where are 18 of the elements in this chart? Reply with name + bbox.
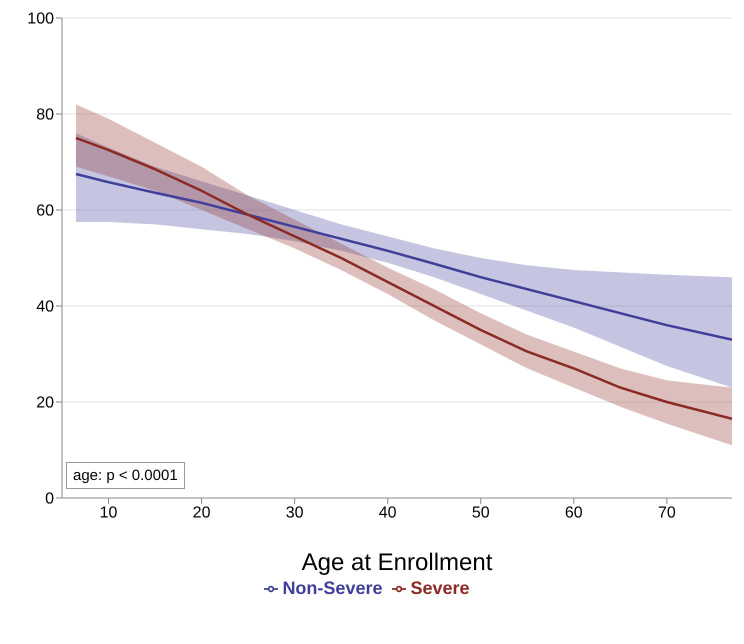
- y-tick-label: 40: [36, 298, 54, 316]
- x-tick-label: 70: [658, 504, 676, 522]
- legend-label: Non-Severe: [282, 578, 382, 598]
- x-tick-label: 40: [378, 504, 397, 522]
- y-tick-label: 100: [27, 10, 54, 28]
- annotation: age: p < 0.0001: [66, 462, 185, 489]
- x-tick-label: 20: [192, 504, 211, 522]
- x-tick-label: 60: [564, 504, 583, 522]
- x-tick-label: 50: [472, 504, 490, 522]
- y-tick-label: 20: [36, 394, 54, 412]
- y-tick-label: 60: [36, 202, 54, 220]
- x-axis-title: Age at Enrollment: [302, 549, 493, 576]
- y-tick-label: 80: [36, 106, 54, 124]
- y-tick-label: 0: [45, 490, 54, 508]
- legend-label: Severe: [410, 578, 470, 598]
- x-tick-label: 30: [286, 504, 304, 522]
- x-tick-label: 10: [100, 504, 118, 522]
- line-series: [74, 172, 732, 341]
